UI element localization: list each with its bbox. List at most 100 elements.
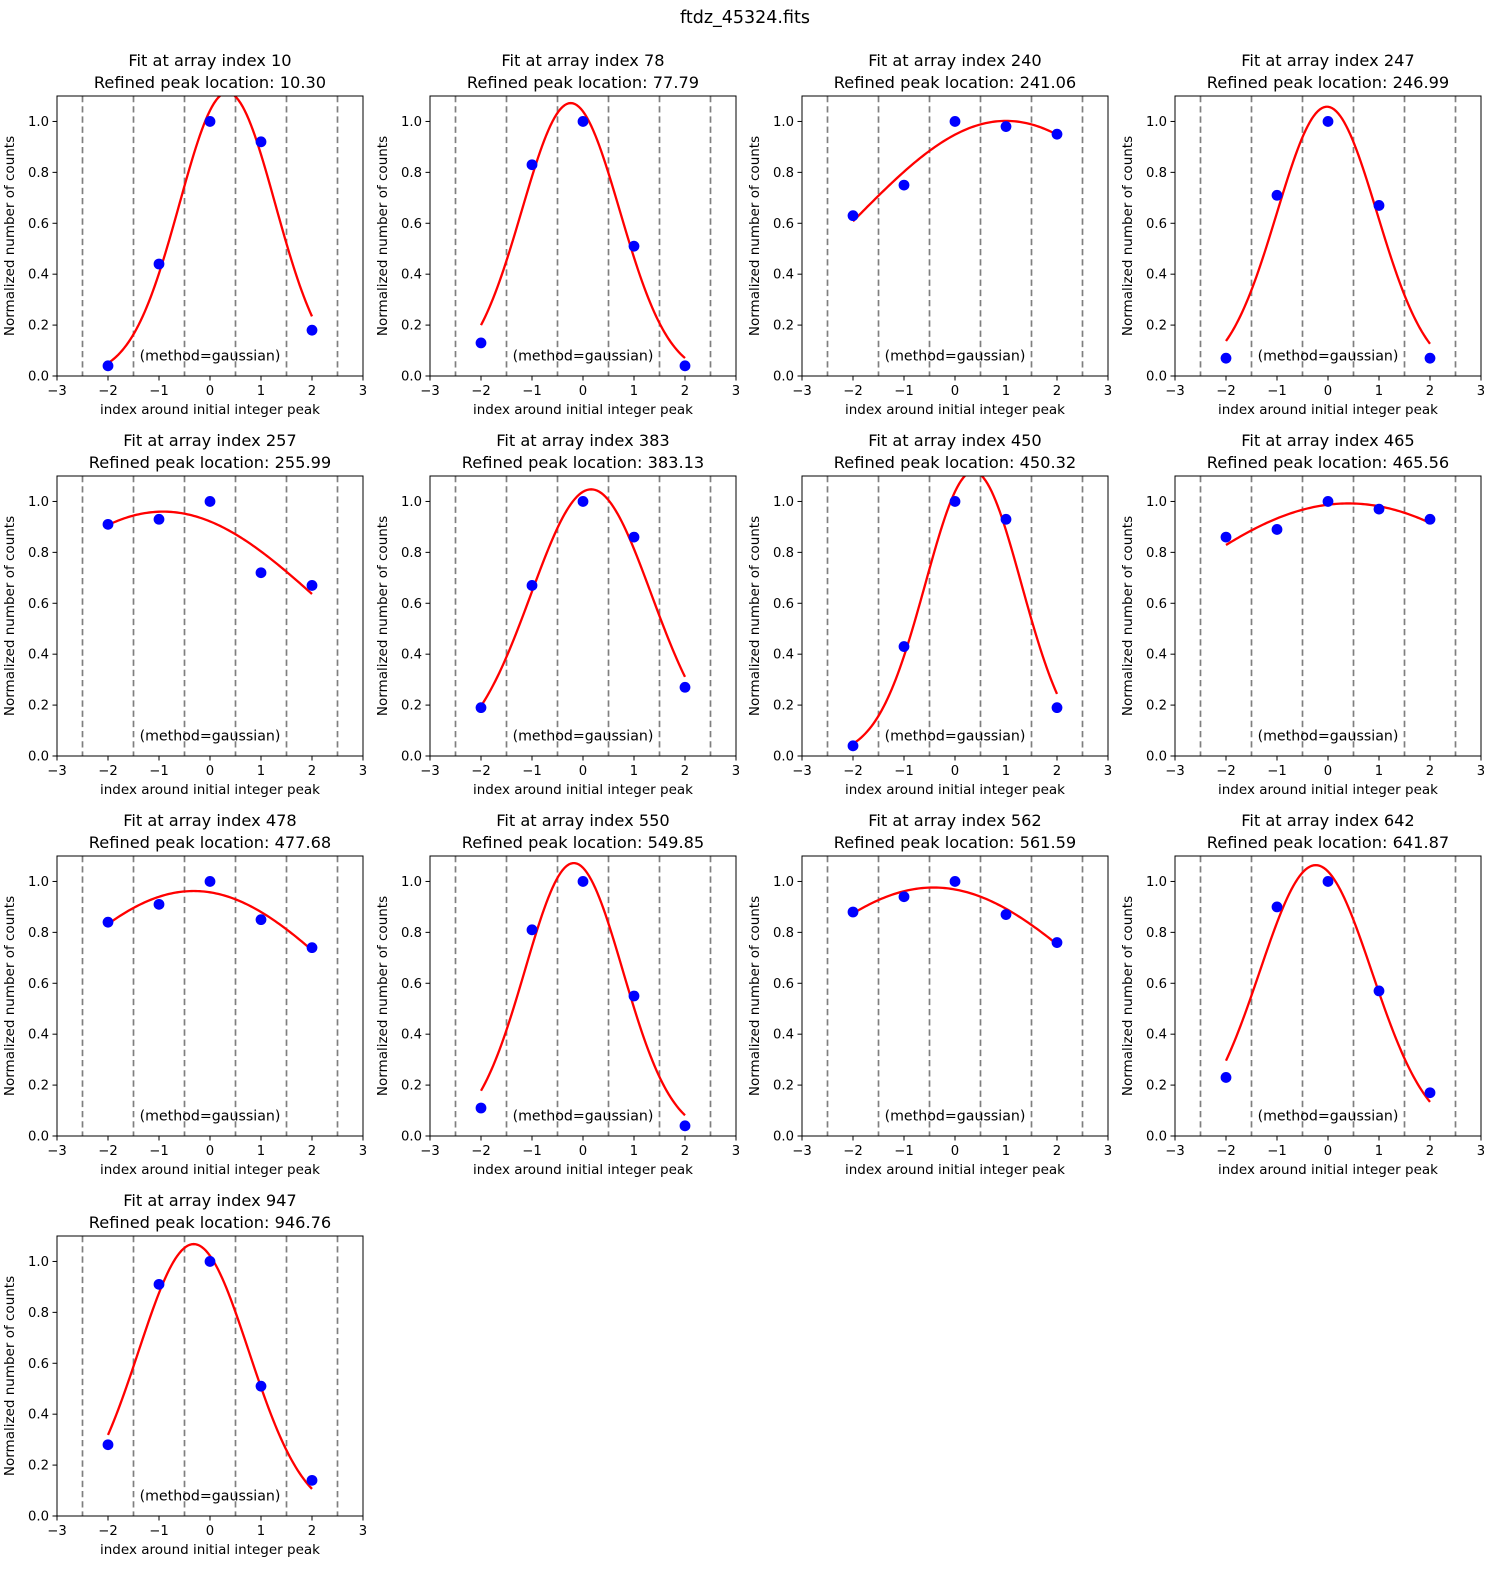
x-tick-label: 3	[359, 1524, 367, 1539]
y-tick-label: 0.6	[773, 977, 794, 992]
data-point	[577, 876, 588, 887]
y-tick-label: 0.6	[401, 977, 422, 992]
method-annotation: (method=gaussian)	[512, 729, 653, 745]
method-annotation: (method=gaussian)	[1257, 349, 1398, 365]
y-tick-label: 0.6	[773, 597, 794, 612]
x-tick-label: −1	[1267, 1144, 1286, 1159]
subplot-title: Fit at array index 562	[868, 811, 1041, 830]
y-tick-label: 0.2	[773, 699, 794, 714]
y-axis-label: Normalized number of counts	[2, 136, 18, 336]
y-tick-label: 0.0	[1146, 1130, 1167, 1145]
subplot-383: Fit at array index 383 Refined peak locat…	[373, 425, 746, 805]
method-annotation: (method=gaussian)	[1257, 1109, 1398, 1125]
data-point	[577, 496, 588, 507]
data-point	[475, 337, 486, 349]
y-tick-label: 0.0	[28, 370, 49, 385]
x-axis-label: index around initial integer peak	[100, 1542, 320, 1558]
subplot-canvas: Fit at array index 10 Refined peak locati…	[2, 51, 367, 418]
method-annotation: (method=gaussian)	[1257, 729, 1398, 745]
data-point	[306, 324, 318, 336]
method-annotation: (method=gaussian)	[512, 349, 653, 365]
method-annotation: (method=gaussian)	[512, 1109, 653, 1125]
y-tick-label: 0.6	[401, 597, 422, 612]
x-axis-label: index around initial integer peak	[473, 1162, 693, 1178]
y-tick-label: 0.4	[401, 268, 422, 283]
x-tick-label: 3	[731, 764, 739, 779]
x-tick-label: −1	[1267, 384, 1286, 399]
gaussian-fit-curve	[479, 861, 686, 1117]
x-tick-label: 0	[951, 384, 959, 399]
data-point	[102, 360, 114, 372]
data-point	[1424, 513, 1435, 525]
y-tick-label: 1.0	[1146, 115, 1167, 130]
data-point	[153, 513, 165, 525]
data-point	[255, 136, 267, 148]
x-tick-label: −2	[98, 764, 117, 779]
data-point	[526, 924, 537, 936]
x-tick-label: 1	[1374, 764, 1382, 779]
subplot-78: Fit at array index 78 Refined peak locati…	[373, 45, 746, 425]
x-tick-label: 2	[308, 1144, 316, 1159]
x-tick-label: 2	[1053, 1144, 1061, 1159]
x-tick-label: 2	[1425, 1144, 1433, 1159]
subplot-465: Fit at array index 465 Refined peak locat…	[1118, 425, 1490, 805]
y-tick-label: 0.2	[1146, 699, 1167, 714]
y-axis-label: Normalized number of counts	[375, 136, 391, 336]
y-tick-label: 0.6	[28, 1357, 49, 1372]
y-tick-label: 0.0	[1146, 750, 1167, 765]
x-tick-label: 1	[1002, 764, 1010, 779]
y-tick-label: 0.6	[401, 217, 422, 232]
x-tick-label: −1	[894, 384, 913, 399]
subplot-subtitle: Refined peak location: 549.85	[461, 833, 703, 852]
data-point	[526, 159, 537, 171]
subplot-240: Fit at array index 240 Refined peak locat…	[745, 45, 1118, 425]
x-axis-label: index around initial integer peak	[100, 782, 320, 798]
x-tick-label: 3	[359, 1144, 367, 1159]
x-tick-label: 2	[308, 1524, 316, 1539]
x-tick-label: 3	[359, 764, 367, 779]
y-tick-label: 0.8	[773, 546, 794, 561]
axes-box	[429, 95, 736, 377]
x-tick-label: −3	[47, 1524, 66, 1539]
method-annotation: (method=gaussian)	[140, 1109, 281, 1125]
x-tick-label: −1	[894, 764, 913, 779]
gaussian-fit-curve	[107, 510, 313, 595]
x-tick-label: 3	[1476, 384, 1484, 399]
method-annotation: (method=gaussian)	[885, 1109, 1026, 1125]
x-tick-label: 1	[257, 1524, 265, 1539]
data-point	[1322, 496, 1333, 507]
x-tick-label: 2	[308, 764, 316, 779]
y-axis-label: Normalized number of counts	[375, 896, 391, 1096]
axes-box	[56, 855, 364, 1137]
x-tick-label: −1	[149, 764, 168, 779]
x-tick-label: −3	[420, 384, 439, 399]
y-tick-label: 0.0	[773, 1130, 794, 1145]
y-tick-label: 0.2	[401, 319, 422, 334]
x-tick-label: −1	[149, 1144, 168, 1159]
subplot-canvas: Fit at array index 478 Refined peak locat…	[2, 811, 367, 1178]
y-tick-label: 1.0	[28, 115, 49, 130]
y-tick-label: 0.6	[1146, 217, 1167, 232]
axes-box	[801, 475, 1109, 757]
data-point	[949, 876, 961, 887]
data-point	[306, 580, 318, 591]
subplot-title: Fit at array index 257	[123, 431, 296, 450]
x-tick-label: 3	[1476, 1144, 1484, 1159]
y-tick-label: 0.2	[773, 319, 794, 334]
gaussian-fit-curve	[106, 1242, 313, 1490]
y-tick-label: 0.2	[28, 1459, 49, 1474]
x-tick-label: 0	[951, 1144, 959, 1159]
subplot-642: Fit at array index 642 Refined peak locat…	[1118, 805, 1490, 1185]
subplot-562: Fit at array index 562 Refined peak locat…	[745, 805, 1118, 1185]
y-axis-label: Normalized number of counts	[1120, 516, 1136, 716]
subplot-257: Fit at array index 257 Refined peak locat…	[0, 425, 373, 805]
data-point	[153, 258, 165, 270]
x-tick-label: −2	[1216, 764, 1235, 779]
subplot-canvas: Fit at array index 78 Refined peak locati…	[375, 51, 740, 418]
data-point	[204, 116, 216, 127]
x-tick-label: 1	[629, 384, 637, 399]
gaussian-fit-curve	[479, 101, 686, 359]
y-tick-label: 0.8	[28, 546, 49, 561]
x-tick-label: −3	[792, 384, 811, 399]
